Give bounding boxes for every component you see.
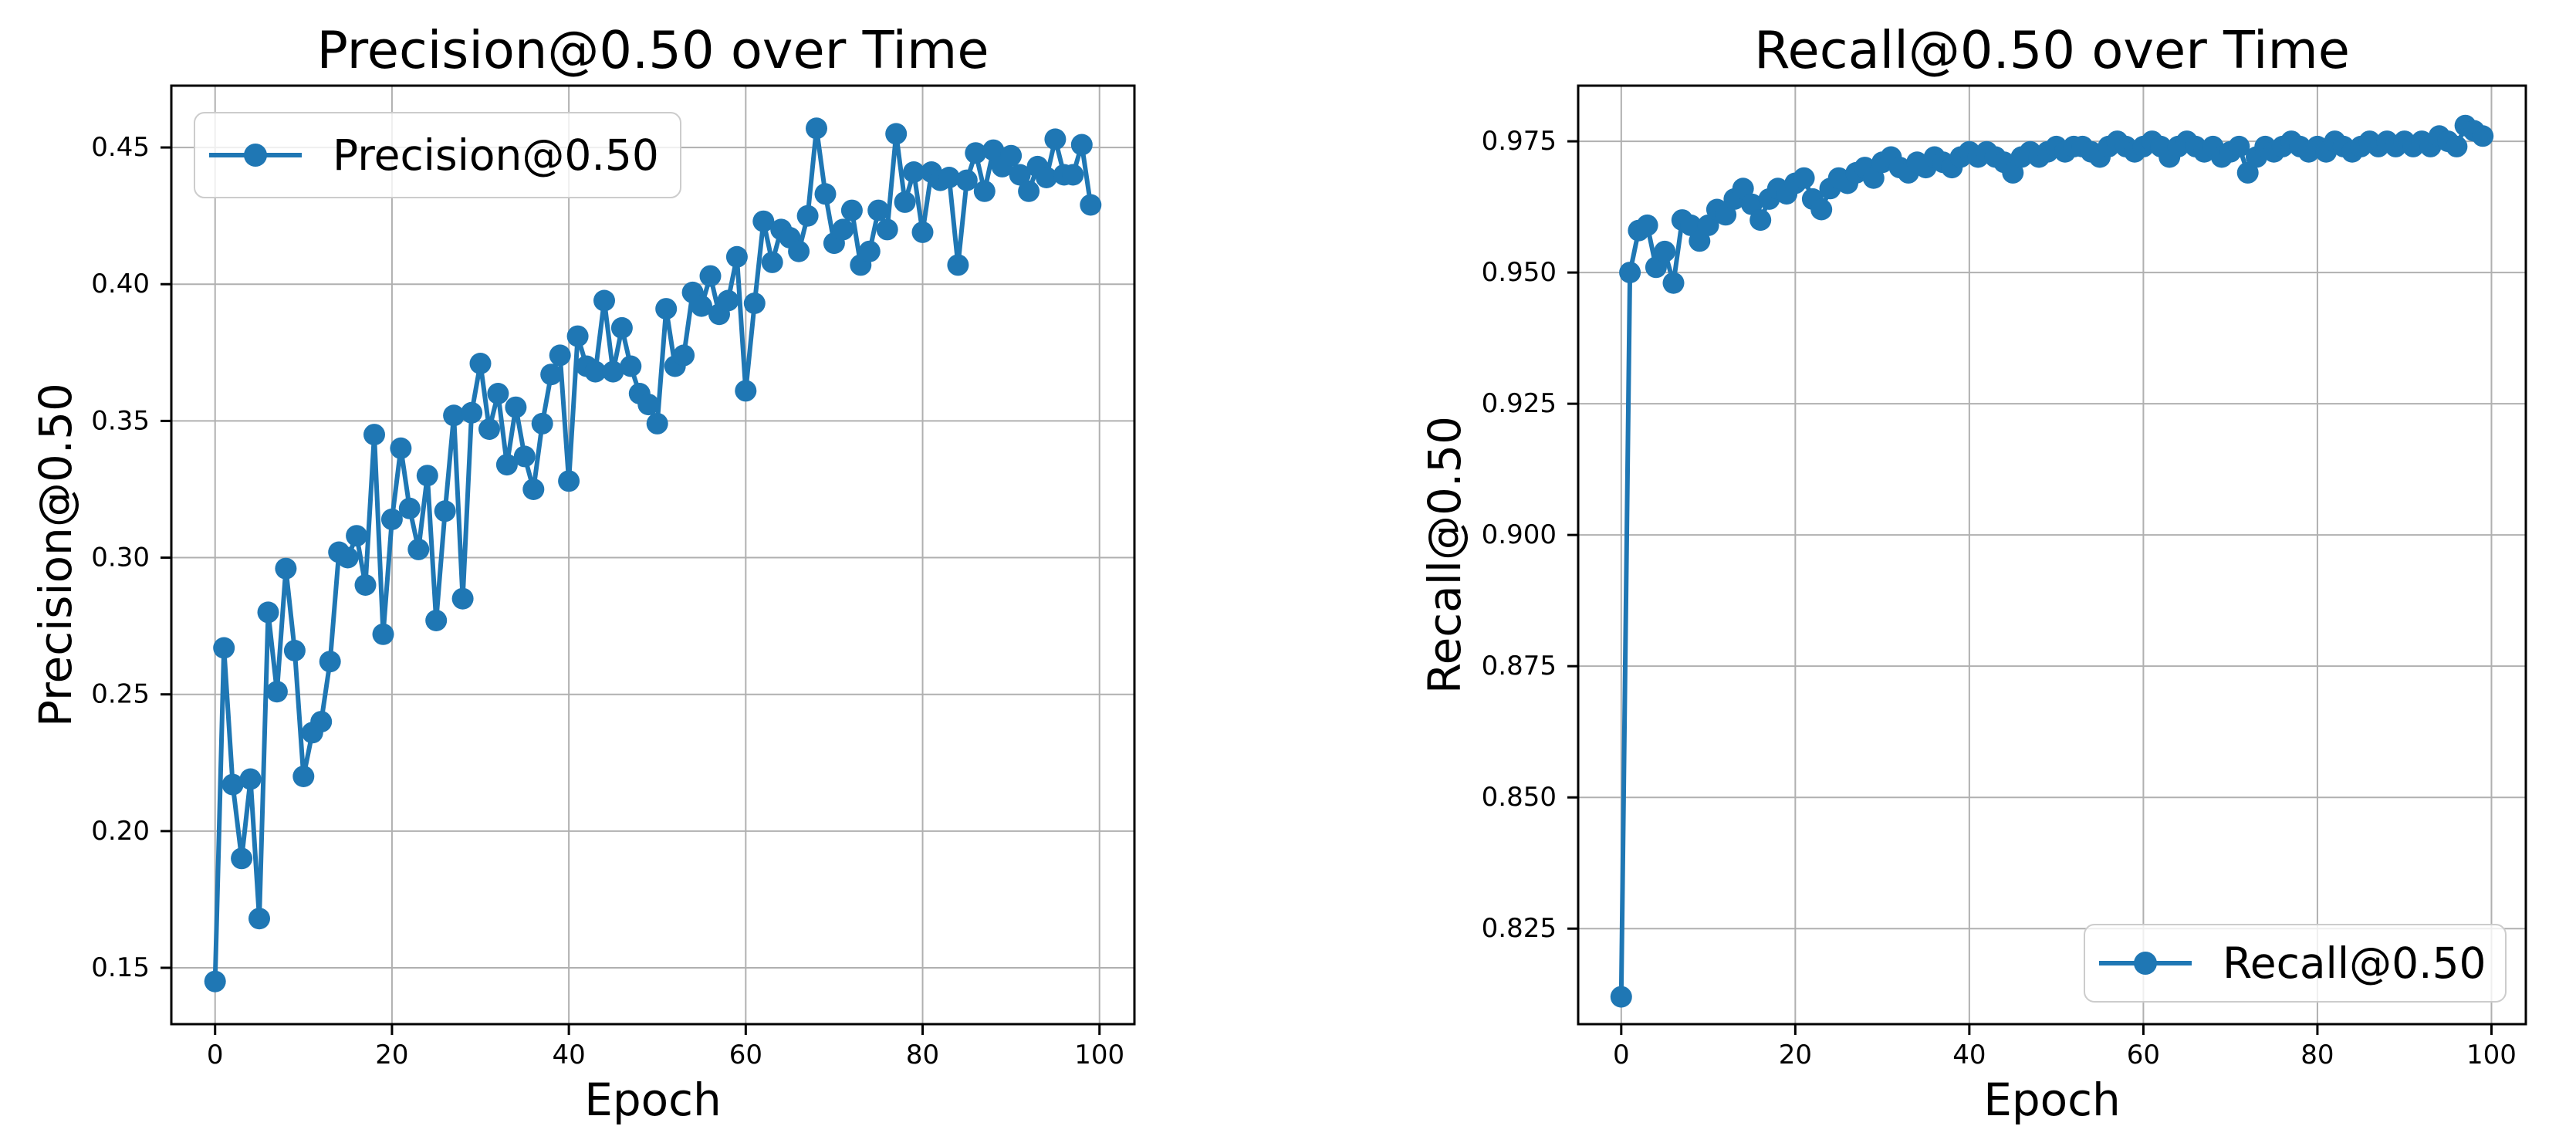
precision-chart-title: Precision@0.50 over Time [316, 20, 989, 80]
recall-plot-area: 0 20 40 60 80 100 0.825 0.850 0.875 0.900 0.925 0.9… [1482, 84, 2527, 1070]
recall-y-axis-label: Recall@0.50 [1418, 415, 1471, 695]
svg-text:60: 60 [729, 1040, 762, 1070]
precision-legend: Precision@0.50 [194, 112, 681, 198]
svg-text:40: 40 [552, 1040, 585, 1070]
recall-legend-line-marker-icon [2099, 952, 2192, 975]
svg-text:0.15: 0.15 [91, 952, 150, 983]
svg-text:0.30: 0.30 [91, 543, 150, 573]
precision-y-axis-label: Precision@0.50 [29, 383, 82, 727]
precision-plot-spines [170, 84, 1136, 1026]
svg-text:0.40: 0.40 [91, 269, 150, 299]
recall-chart-title: Recall@0.50 over Time [1753, 20, 2351, 80]
svg-text:0.900: 0.900 [1482, 519, 1557, 550]
precision-grid [171, 86, 1134, 1024]
recall-tick-labels: 0 20 40 60 80 100 0.825 0.850 0.875 0.900 0.925 0.9… [1482, 126, 2517, 1070]
recall-legend-label: Recall@0.50 [2223, 938, 2486, 988]
recall-series-line [1618, 123, 2484, 997]
precision-tick-labels: 0 20 40 60 80 100 0.15 0.20 0.25 0.30 0.35 0.40 0.45 [91, 132, 1124, 1070]
precision-plot-area: 0 20 40 60 80 100 0.15 0.20 0.25 0.30 0.35 0.40 0.45 [91, 84, 1136, 1070]
svg-text:0.850: 0.850 [1482, 782, 1557, 813]
svg-text:0.25: 0.25 [91, 679, 150, 710]
precision-x-axis-label: Epoch [584, 1074, 722, 1126]
svg-text:0: 0 [1613, 1040, 1630, 1070]
precision-legend-label: Precision@0.50 [333, 130, 659, 180]
recall-legend: Recall@0.50 [2084, 924, 2507, 1003]
svg-text:80: 80 [2300, 1040, 2334, 1070]
recall-grid [1578, 86, 2526, 1024]
recall-series-markers [1610, 114, 2494, 1008]
svg-text:60: 60 [2127, 1040, 2160, 1070]
recall-plot-spines [1577, 84, 2527, 1026]
recall-x-axis-label: Epoch [1983, 1074, 2121, 1126]
svg-text:0.825: 0.825 [1482, 913, 1557, 944]
svg-text:0.45: 0.45 [91, 132, 150, 163]
svg-text:0: 0 [207, 1040, 224, 1070]
svg-text:0.925: 0.925 [1482, 388, 1557, 419]
svg-text:0.35: 0.35 [91, 405, 150, 436]
svg-text:100: 100 [1074, 1040, 1124, 1070]
recall-axis-ticks [1567, 140, 2493, 1035]
precision-legend-line-marker-icon [209, 144, 302, 167]
svg-text:20: 20 [375, 1040, 408, 1070]
svg-text:0.20: 0.20 [91, 816, 150, 847]
precision-axis-ticks [161, 146, 1101, 1035]
svg-text:0.950: 0.950 [1482, 257, 1557, 288]
svg-text:0.875: 0.875 [1482, 651, 1557, 681]
svg-text:0.975: 0.975 [1482, 126, 1557, 157]
svg-text:20: 20 [1779, 1040, 1812, 1070]
svg-text:80: 80 [906, 1040, 939, 1070]
svg-text:40: 40 [1952, 1040, 1986, 1070]
precision-series-markers [204, 117, 1102, 993]
svg-text:100: 100 [2466, 1040, 2517, 1070]
